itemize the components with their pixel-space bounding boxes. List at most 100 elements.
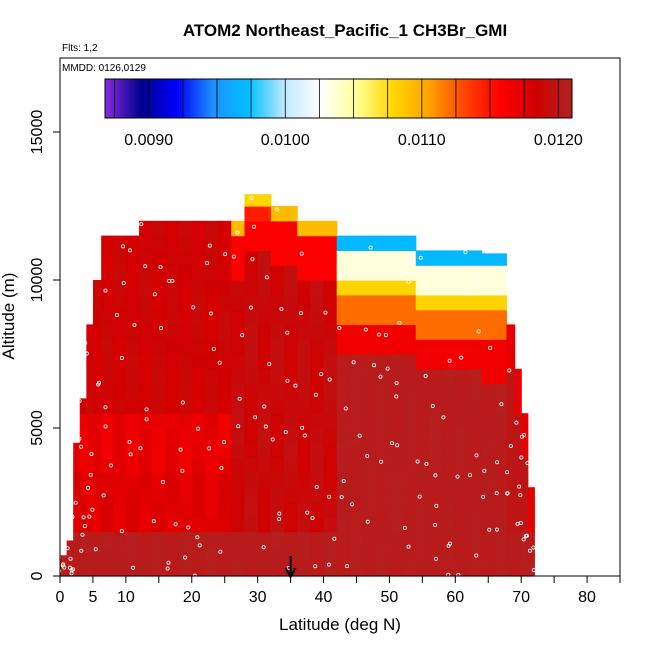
heatmap-cell bbox=[376, 354, 391, 370]
sample-point bbox=[523, 533, 528, 538]
heatmap-cell bbox=[270, 280, 285, 296]
heatmap-cell bbox=[428, 354, 443, 370]
heatmap-cell bbox=[415, 324, 430, 340]
heatmap-cell bbox=[152, 442, 167, 459]
sample-point bbox=[151, 519, 156, 524]
heatmap-cell bbox=[191, 457, 206, 473]
heatmap-cell bbox=[79, 457, 87, 473]
heatmap-cell bbox=[218, 457, 232, 473]
heatmap-cell bbox=[284, 280, 298, 296]
sample-point bbox=[495, 460, 500, 465]
heatmap-cell bbox=[442, 531, 456, 547]
heatmap-cell bbox=[310, 442, 325, 459]
heatmap-cell bbox=[231, 561, 246, 577]
heatmap-cell bbox=[257, 428, 272, 444]
heatmap-cell bbox=[112, 265, 127, 281]
sample-point bbox=[363, 327, 368, 332]
heatmap-cell bbox=[297, 235, 311, 251]
heatmap-cell bbox=[152, 383, 167, 399]
heatmap-cell bbox=[231, 250, 246, 266]
sample-point bbox=[499, 402, 504, 407]
heatmap-cell bbox=[481, 253, 496, 266]
heatmap-cell bbox=[415, 531, 430, 547]
heatmap-cell bbox=[442, 546, 456, 562]
heatmap-cell bbox=[218, 428, 232, 444]
heatmap-cell bbox=[442, 487, 456, 503]
sample-point bbox=[463, 250, 468, 255]
heatmap-cell bbox=[101, 516, 114, 533]
sample-point bbox=[327, 494, 332, 499]
heatmap-cell bbox=[204, 265, 219, 281]
heatmap-cell bbox=[191, 235, 206, 251]
heatmap-cell bbox=[363, 531, 377, 547]
heatmap-cell bbox=[323, 339, 338, 355]
heatmap-cell bbox=[92, 546, 102, 562]
sample-point bbox=[108, 463, 113, 468]
heatmap-cell bbox=[178, 472, 193, 488]
heatmap-cell bbox=[112, 398, 127, 414]
heatmap-cell bbox=[218, 354, 232, 370]
heatmap-cell bbox=[257, 457, 272, 473]
heatmap-cell bbox=[86, 368, 94, 385]
sample-point bbox=[343, 406, 348, 411]
heatmap-cell bbox=[112, 487, 127, 503]
heatmap-cell bbox=[73, 531, 81, 547]
heatmap-cell bbox=[139, 339, 153, 355]
heatmap-cell bbox=[310, 265, 325, 281]
sample-point bbox=[385, 366, 390, 371]
heatmap-cell bbox=[389, 531, 404, 547]
heatmap-cell bbox=[428, 442, 443, 459]
heatmap-cell bbox=[218, 383, 232, 399]
heatmap-cell bbox=[112, 250, 127, 266]
sample-point bbox=[119, 529, 124, 534]
heatmap-cell bbox=[79, 472, 87, 488]
heatmap-cell bbox=[218, 280, 232, 296]
heatmap-cell bbox=[455, 265, 470, 281]
heatmap-cell bbox=[79, 531, 87, 547]
heatmap-cell bbox=[310, 250, 325, 266]
sample-point bbox=[430, 404, 435, 409]
heatmap-cell bbox=[455, 428, 470, 444]
heatmap-cell bbox=[101, 398, 114, 414]
heatmap-cell bbox=[101, 502, 114, 518]
sample-point bbox=[351, 360, 356, 365]
heatmap-cell bbox=[257, 546, 272, 562]
heatmap-cell bbox=[284, 472, 298, 488]
heatmap-cell bbox=[139, 250, 153, 266]
heatmap-cell bbox=[152, 235, 167, 251]
heatmap-cell bbox=[455, 354, 470, 370]
heatmap-cell bbox=[152, 502, 167, 518]
heatmap-cell bbox=[376, 368, 391, 385]
heatmap-cell bbox=[442, 265, 456, 281]
heatmap-cell bbox=[112, 413, 127, 429]
heatmap-cell bbox=[310, 413, 325, 429]
heatmap-cell bbox=[165, 531, 180, 547]
flights-label: Flts: 1,2 bbox=[62, 43, 98, 54]
heatmap-cell bbox=[494, 561, 507, 577]
heatmap-cell bbox=[244, 398, 259, 414]
heatmap-cell bbox=[514, 413, 522, 429]
heatmap-cell bbox=[204, 324, 219, 340]
heatmap-cell bbox=[402, 546, 417, 562]
sample-point bbox=[80, 532, 85, 537]
heatmap-cell bbox=[231, 487, 246, 503]
y-axis: 0 5000 10000 15000 bbox=[29, 110, 60, 580]
heatmap-cell bbox=[257, 250, 272, 266]
heatmap-cell bbox=[244, 324, 259, 340]
heatmap-cell bbox=[521, 457, 529, 473]
heatmap-cell bbox=[165, 280, 180, 296]
sample-point bbox=[219, 466, 224, 471]
heatmap-cell bbox=[244, 309, 259, 325]
heatmap-cell bbox=[389, 265, 404, 281]
heatmap-cell bbox=[101, 354, 114, 370]
heatmap-cell bbox=[204, 220, 219, 237]
sample-point bbox=[264, 275, 269, 280]
heatmap-cell bbox=[231, 383, 246, 399]
colorbar-tick-label: 0.0110 bbox=[398, 132, 446, 149]
heatmap-cell bbox=[506, 339, 516, 355]
heatmap-cell bbox=[257, 194, 272, 207]
sample-point bbox=[166, 560, 171, 565]
heatmap-cell bbox=[402, 531, 417, 547]
heatmap-cell bbox=[165, 354, 180, 370]
heatmap-cell bbox=[415, 368, 430, 385]
